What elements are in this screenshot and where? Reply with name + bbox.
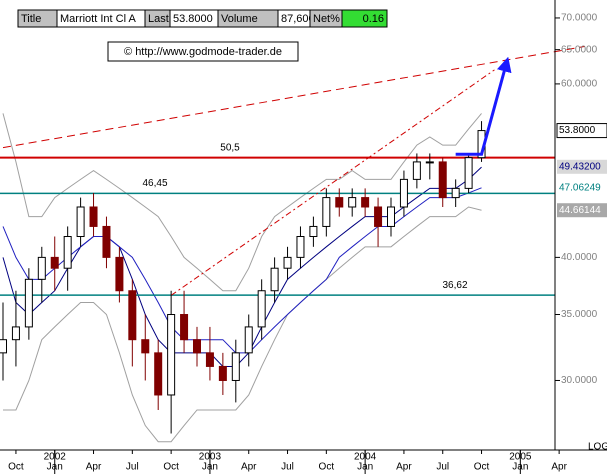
x-tick-label: Jul: [281, 462, 294, 473]
level-label: 50,5: [220, 142, 240, 153]
x-tick-label: Oct: [163, 462, 179, 473]
candle-body: [451, 187, 460, 199]
trendline: [170, 69, 495, 296]
overlay-line: [2, 187, 482, 354]
candle-body: [50, 256, 59, 269]
header-text: 87,600: [281, 13, 315, 25]
x-tick-label: Jul: [436, 462, 449, 473]
header-text: 53.8000: [173, 13, 213, 25]
candle-body: [0, 339, 7, 354]
candle-body: [11, 326, 20, 341]
candle-body: [257, 290, 266, 328]
candle-body: [361, 197, 370, 208]
header-text: Volume: [221, 13, 258, 25]
y-tick-label: 30.0000: [561, 375, 598, 386]
candle-body: [374, 206, 383, 227]
y-tick-label: 35.0000: [561, 309, 598, 320]
price-tag: 49.43200: [559, 161, 601, 172]
price-tag-box: [557, 203, 607, 218]
candle-body: [270, 267, 279, 292]
x-tick-label: Apr: [241, 462, 257, 473]
x-tick-label: Apr: [551, 462, 567, 473]
x-tick-label: Oct: [474, 462, 490, 473]
x-tick-label: Apr: [396, 462, 412, 473]
x-tick-label: Apr: [86, 462, 102, 473]
candle-body: [348, 197, 357, 208]
candle-body: [180, 314, 189, 341]
copyright: © http://www.godmode-trader.de: [124, 46, 282, 58]
candle-body: [24, 278, 33, 328]
candle-body: [102, 225, 111, 258]
candle-body: [412, 161, 421, 180]
candle-body: [154, 352, 163, 396]
level-label: 46,45: [142, 178, 167, 189]
candle-body: [141, 339, 150, 354]
scale-label: LOG: [588, 442, 607, 453]
y-tick-label: 70.0000: [561, 13, 598, 24]
y-tick-label: 60.0000: [561, 79, 598, 90]
candle-body: [218, 365, 227, 381]
copyright-box: [107, 41, 299, 62]
price-tag-box: [557, 159, 607, 174]
header-cell: [341, 9, 388, 28]
x-tick-label: Jul: [126, 462, 139, 473]
year-label: 2002: [44, 452, 67, 463]
price-tag-box: [556, 123, 607, 139]
candle-body: [63, 236, 72, 269]
header: Title Marriott Int Cl A Last 53.8000 Volume 8…: [17, 9, 388, 28]
forecast-arrow: [455, 56, 512, 156]
price-tag: 44.66144: [559, 205, 601, 216]
y-tick-label: 65.0000: [561, 44, 598, 55]
candle-body: [387, 206, 395, 227]
year-label: 2005: [509, 452, 532, 463]
candle-body: [205, 352, 214, 367]
candle-body: [193, 339, 201, 354]
header-text: 0.16: [363, 13, 384, 25]
header-text: Net%: [313, 13, 340, 25]
candle-body: [296, 236, 305, 258]
overlay-line: [2, 113, 482, 292]
price-tag-box: [557, 180, 607, 195]
candle-body: [309, 225, 318, 238]
header-text: Marriott Int Cl A: [60, 13, 136, 25]
candle-body: [399, 178, 408, 208]
price-tag: 47.06249: [559, 182, 601, 193]
price-tag: 53.8000: [559, 125, 596, 136]
candle-body: [37, 256, 46, 280]
header-text: Title: [21, 13, 41, 25]
trendline: [2, 45, 586, 149]
candle-body: [167, 314, 176, 396]
candle-body: [244, 326, 253, 354]
candle-body: [128, 290, 137, 341]
candle-body: [438, 161, 447, 199]
x-tick-label: Oct: [8, 462, 24, 473]
candle-body: [115, 256, 124, 292]
candle-body: [76, 206, 85, 238]
candle-body: [283, 256, 292, 269]
candle-body: [425, 161, 434, 164]
x-tick-label: Oct: [319, 462, 335, 473]
candle-body: [322, 197, 331, 227]
year-label: 2003: [199, 452, 222, 463]
header-text: Last: [148, 13, 169, 25]
candle-body: [89, 206, 98, 227]
plot-area: 50,5 46,45 36,62: [0, 45, 586, 443]
candle-body: [464, 157, 473, 189]
candle-body: [335, 197, 344, 208]
level-label: 36,62: [442, 280, 467, 291]
overlay-line: [3, 206, 482, 443]
year-label: 2004: [354, 452, 377, 463]
y-tick-label: 40.0000: [561, 252, 598, 263]
candle-body: [231, 352, 240, 381]
